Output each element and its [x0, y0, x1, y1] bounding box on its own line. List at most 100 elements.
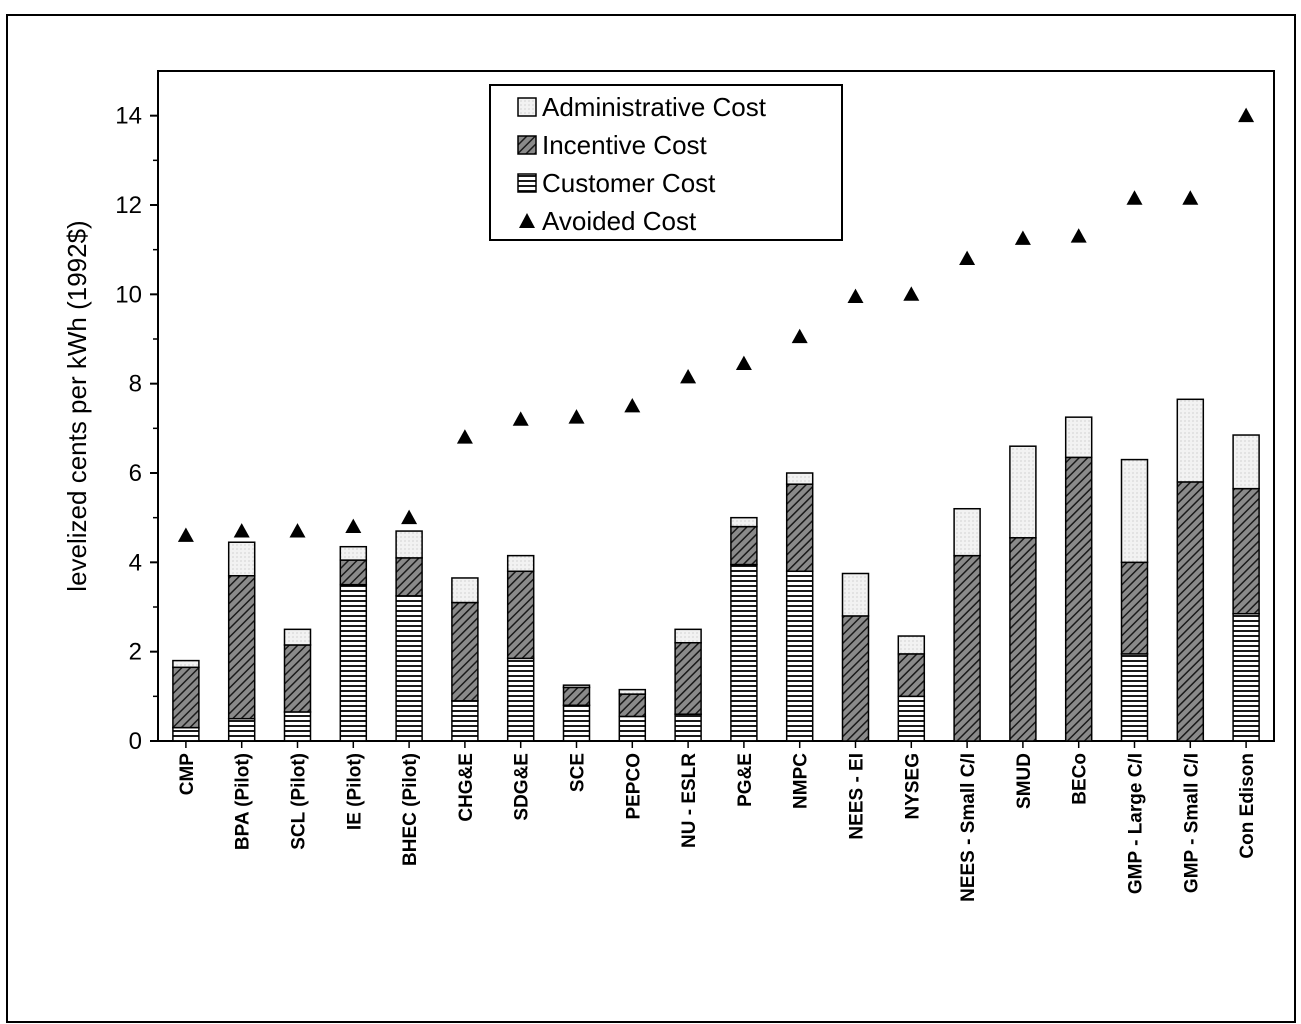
bar-segment-incentive-cost [506, 570, 535, 660]
avoided-cost-marker [1070, 228, 1087, 243]
bar-segment-customer-cost [562, 704, 591, 742]
category-label: Con Edison [1237, 753, 1258, 859]
legend-box [489, 84, 843, 241]
bar-segment-administrative-cost [227, 541, 256, 577]
avoided-cost-marker [1126, 190, 1143, 205]
bar-segment-customer-cost [1120, 653, 1149, 742]
bar-segment-customer-cost [451, 700, 479, 742]
category-label: SMUD [1014, 753, 1035, 809]
category-label: NMPC [791, 753, 812, 809]
category-label: NYSEG [902, 753, 923, 820]
y-tick-label: 2 [129, 639, 142, 666]
avoided-cost-marker [512, 411, 529, 426]
x-axis-labels: CMP BPA (Pilot) SCL (Pilot) IE (Pilot) BHEC … [177, 741, 1258, 902]
y-tick-label: 8 [129, 371, 142, 398]
bar-segment-administrative-cost [841, 572, 870, 617]
bar-segment-customer-cost [730, 563, 758, 742]
avoided-cost-marker [456, 429, 473, 444]
bar-segment-customer-cost [785, 570, 814, 742]
bar-segment-incentive-cost [339, 559, 368, 586]
bar-segment-incentive-cost [172, 666, 200, 729]
avoided-cost-marker [233, 523, 250, 538]
avoided-cost-marker [680, 368, 697, 384]
bar-segment-administrative-cost [897, 635, 926, 655]
category-label: CHG&E [456, 753, 477, 822]
bar-segment-incentive-cost [618, 693, 647, 718]
bar-segment-administrative-cost [674, 628, 702, 644]
avoided-cost-markers [177, 107, 1255, 542]
bar-segment-incentive-cost [1176, 481, 1205, 742]
avoided-cost-marker [735, 355, 752, 370]
bars [172, 398, 1260, 742]
category-label: GMP - Small C/I [1181, 753, 1202, 893]
bar-segment-customer-cost [674, 713, 702, 742]
bar-segment-administrative-cost [730, 516, 758, 528]
legend-triangle-icon [519, 213, 535, 228]
bar-segment-customer-cost [172, 726, 200, 742]
avoided-cost-marker [401, 509, 418, 525]
category-label: SDG&E [512, 753, 533, 821]
legend-label: Avoided Cost [542, 206, 697, 236]
bar-segment-incentive-cost [953, 554, 981, 742]
figure-frame [6, 14, 1296, 1023]
category-label: PEPCO [623, 753, 644, 820]
bar-segment-customer-cost [339, 583, 368, 742]
avoided-cost-marker [568, 409, 585, 424]
avoided-cost-marker [345, 518, 362, 533]
category-label: NEES - EI [847, 753, 868, 840]
bar-segment-incentive-cost [785, 483, 814, 573]
bar-segment-customer-cost [395, 595, 423, 742]
bar-segment-incentive-cost [674, 641, 702, 715]
plot-area [157, 70, 1275, 742]
legend-swatch [517, 135, 537, 155]
bar-segment-administrative-cost [283, 628, 312, 646]
avoided-cost-marker [177, 527, 194, 542]
bar-segment-administrative-cost [395, 530, 423, 559]
avoided-cost-marker [1014, 230, 1031, 245]
y-tick-label: 4 [129, 549, 142, 576]
category-label: GMP - Large C/I [1126, 753, 1147, 894]
legend-label: Administrative Cost [542, 92, 767, 122]
bar-segment-administrative-cost [1009, 445, 1037, 539]
avoided-cost-marker [1238, 107, 1255, 123]
category-label: BPA (Pilot) [233, 753, 254, 850]
bar-segment-administrative-cost [1120, 458, 1149, 564]
bar-segment-customer-cost [897, 695, 926, 742]
avoided-cost-marker [624, 398, 641, 413]
avoided-cost-marker [1182, 190, 1199, 205]
category-label: CMP [177, 753, 198, 796]
bar-segment-administrative-cost [562, 684, 591, 689]
bar-segment-incentive-cost [395, 557, 423, 597]
y-tick-label: 10 [115, 281, 142, 308]
avoided-cost-marker [791, 328, 808, 344]
legend: Administrative Cost Incentive Cost Custome… [489, 84, 843, 241]
bar-segment-administrative-cost [1064, 416, 1093, 459]
bar-segment-administrative-cost [451, 577, 479, 604]
legend-swatch [517, 173, 537, 193]
bar-segment-incentive-cost [451, 601, 479, 702]
category-label: PG&E [735, 753, 756, 807]
bar-segment-administrative-cost [339, 545, 368, 561]
bar-segment-incentive-cost [897, 653, 926, 698]
y-tick-label: 0 [129, 728, 142, 755]
avoided-cost-marker [289, 523, 306, 538]
avoided-cost-marker [959, 250, 976, 265]
category-label: BECo [1070, 753, 1091, 805]
bar-segment-administrative-cost [785, 472, 814, 485]
bar-segment-incentive-cost [841, 615, 870, 742]
bar-segment-customer-cost [618, 715, 647, 742]
category-label: IE (Pilot) [344, 753, 365, 830]
y-tick-label: 6 [129, 460, 142, 487]
category-label: BHEC (Pilot) [400, 753, 421, 866]
bar-segment-incentive-cost [1064, 456, 1093, 742]
plot-border [157, 70, 1275, 742]
y-axis-label: levelized cents per kWh (1992$) [62, 220, 92, 591]
bar-segment-administrative-cost [953, 507, 981, 557]
avoided-cost-marker [903, 286, 920, 301]
bar-segment-incentive-cost [1232, 487, 1260, 615]
bar-segment-customer-cost [283, 711, 312, 742]
bar-segment-customer-cost [227, 717, 256, 742]
bar-segment-administrative-cost [1176, 398, 1205, 483]
legend-label: Incentive Cost [542, 130, 708, 160]
